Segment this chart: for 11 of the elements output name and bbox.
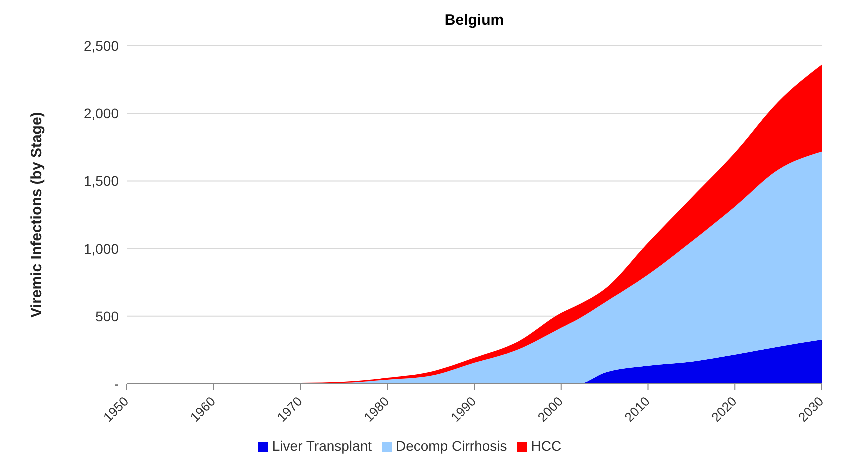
legend-label: Decomp Cirrhosis — [396, 438, 508, 454]
y-tick-label: 2,500 — [84, 38, 120, 54]
y-tick-label: 1,500 — [84, 173, 120, 190]
chart-title: Belgium — [444, 12, 506, 29]
y-tick-label: 500 — [96, 308, 120, 324]
y-tick-label: 2,000 — [84, 106, 120, 122]
legend-label: HCC — [531, 438, 562, 454]
y-tick-label: 1,000 — [84, 240, 120, 257]
legend-label: Liver Transplant — [272, 438, 372, 454]
y-tick-label: - — [114, 376, 120, 392]
y-axis-title: Viremic Infections (by Stage) — [28, 112, 46, 318]
